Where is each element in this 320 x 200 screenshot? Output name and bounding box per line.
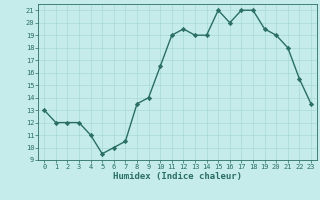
X-axis label: Humidex (Indice chaleur): Humidex (Indice chaleur) bbox=[113, 172, 242, 181]
